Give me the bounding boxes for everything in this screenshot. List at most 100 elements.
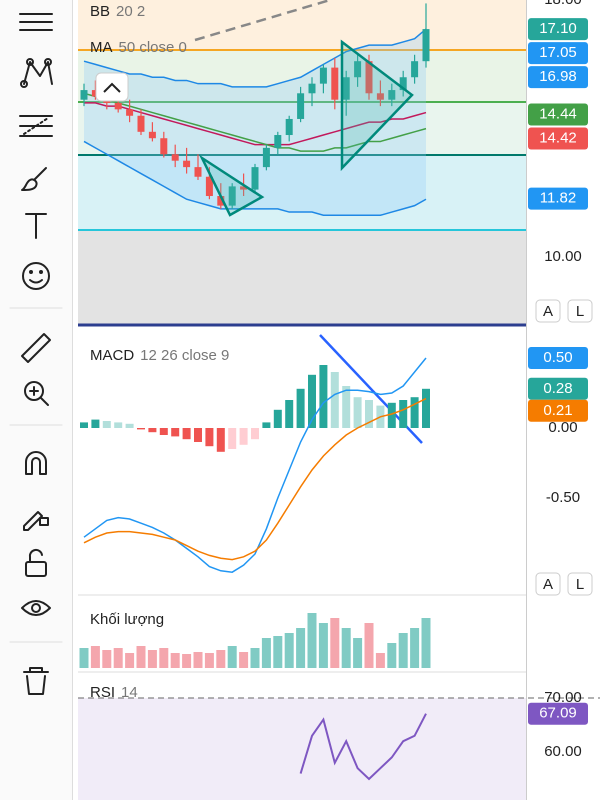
candle-body xyxy=(331,67,339,100)
candle-body xyxy=(262,147,270,168)
volume-bar xyxy=(284,633,294,668)
legend-name: MA xyxy=(90,39,113,56)
price-tag-label: 17.10 xyxy=(539,20,577,37)
candle-body xyxy=(217,196,225,206)
price-tag xyxy=(528,18,588,41)
scale-button-label: A xyxy=(543,576,553,593)
candle-body xyxy=(137,115,145,132)
candle-body xyxy=(411,61,419,78)
volume-bar xyxy=(421,618,431,668)
macd-histogram-bar xyxy=(285,400,294,428)
candle-body xyxy=(376,93,384,100)
scale-label: 18.00 xyxy=(544,0,582,8)
price-drawings xyxy=(78,0,526,325)
legend-name: Khối lượng xyxy=(90,611,164,628)
candle-body xyxy=(319,67,327,84)
candle-body xyxy=(183,160,191,168)
indicator-legend: MA 50 close 0 xyxy=(90,39,187,56)
unlock-tool[interactable] xyxy=(25,548,47,577)
candle-body xyxy=(126,109,134,116)
macd-histogram-bar xyxy=(114,422,123,428)
legend-params: 20 2 xyxy=(116,3,145,20)
macd-histogram-bar xyxy=(148,428,157,433)
price-tag-label: 16.98 xyxy=(539,68,577,85)
price-tag-label: 0.21 xyxy=(543,402,572,419)
scale-button[interactable] xyxy=(535,299,561,323)
indicator-legend: RSI 14 xyxy=(90,684,138,701)
candle-body xyxy=(297,93,305,119)
toolbar-icons xyxy=(9,13,63,695)
volume-bar xyxy=(330,618,340,668)
price-tag-label: 0.28 xyxy=(543,380,572,397)
volume-bar xyxy=(102,650,112,668)
ruler-tool[interactable] xyxy=(21,333,51,363)
volume-bar xyxy=(170,653,180,668)
collapse-button[interactable] xyxy=(95,72,129,102)
crosshair-tool[interactable] xyxy=(19,13,53,31)
volume-bar xyxy=(375,653,385,668)
lock-draw-tool[interactable] xyxy=(23,511,49,531)
macd-histogram-bar xyxy=(296,388,305,428)
macd-histogram-bar xyxy=(91,419,100,428)
candle-body xyxy=(354,61,362,78)
delete-tool[interactable] xyxy=(23,667,49,695)
scale-button[interactable] xyxy=(567,572,593,596)
price-tag-label: 17.05 xyxy=(539,44,577,61)
price-tag-label: 0.50 xyxy=(543,349,572,366)
candle-body xyxy=(148,131,156,139)
price-tag xyxy=(528,399,588,422)
zoom-tool[interactable] xyxy=(24,381,49,406)
volume-bar xyxy=(261,638,271,668)
legend-name: RSI xyxy=(90,684,115,701)
brush-tool[interactable] xyxy=(21,167,47,191)
price-tag xyxy=(528,377,588,400)
volume-bar xyxy=(147,650,157,668)
price-tag xyxy=(528,103,588,126)
indicator-legend: Khối lượng xyxy=(90,611,164,628)
rsi-band xyxy=(78,698,526,800)
visibility-tool[interactable] xyxy=(21,600,51,616)
magnet-tool[interactable] xyxy=(25,451,47,475)
candle-body xyxy=(399,77,407,91)
volume-bar xyxy=(193,652,203,668)
volume-bar xyxy=(182,654,192,668)
pattern-tool[interactable] xyxy=(20,58,53,88)
volume-bar xyxy=(273,636,283,668)
emoji-tool[interactable] xyxy=(22,262,50,290)
indicator-legend: BB 20 2 xyxy=(90,3,145,20)
macd-histogram-bar xyxy=(308,374,316,428)
fib-tool[interactable] xyxy=(19,115,53,137)
volume-bar xyxy=(398,633,408,668)
candle-body xyxy=(160,138,168,155)
macd-histogram-bar xyxy=(239,428,248,445)
macd-histogram-bar xyxy=(102,421,111,428)
volume-bar xyxy=(364,623,374,668)
macd-histogram-bar xyxy=(137,428,145,430)
macd-histogram-bar xyxy=(251,428,259,440)
candle-body xyxy=(114,102,122,110)
macd-histogram-bar xyxy=(387,402,396,428)
macd-histogram-bar xyxy=(125,423,134,428)
legend-name: BB xyxy=(90,3,110,20)
candle-body xyxy=(205,176,213,197)
price-tag-label: 11.82 xyxy=(540,190,576,207)
scale-button[interactable] xyxy=(535,572,561,596)
volume-bar xyxy=(90,646,100,668)
volume-bar xyxy=(296,628,306,668)
volume-bar xyxy=(79,648,89,668)
scale-label: 50.00 xyxy=(544,797,582,800)
macd-histogram-bar xyxy=(262,422,271,428)
candle-body xyxy=(251,167,259,190)
candle-body xyxy=(388,90,396,100)
signal-line xyxy=(83,397,427,561)
scale-label: 70.00 xyxy=(544,689,582,706)
macd-histogram-bar xyxy=(205,428,214,447)
volume-bar xyxy=(410,628,420,668)
volume-bar xyxy=(113,648,123,668)
text-tool[interactable] xyxy=(25,213,47,239)
scale-button[interactable] xyxy=(567,299,593,323)
price-tag xyxy=(528,187,588,210)
volume-bar xyxy=(341,628,351,668)
price-tag-label: 14.44 xyxy=(539,105,577,122)
scale-label: 10.00 xyxy=(544,248,582,265)
